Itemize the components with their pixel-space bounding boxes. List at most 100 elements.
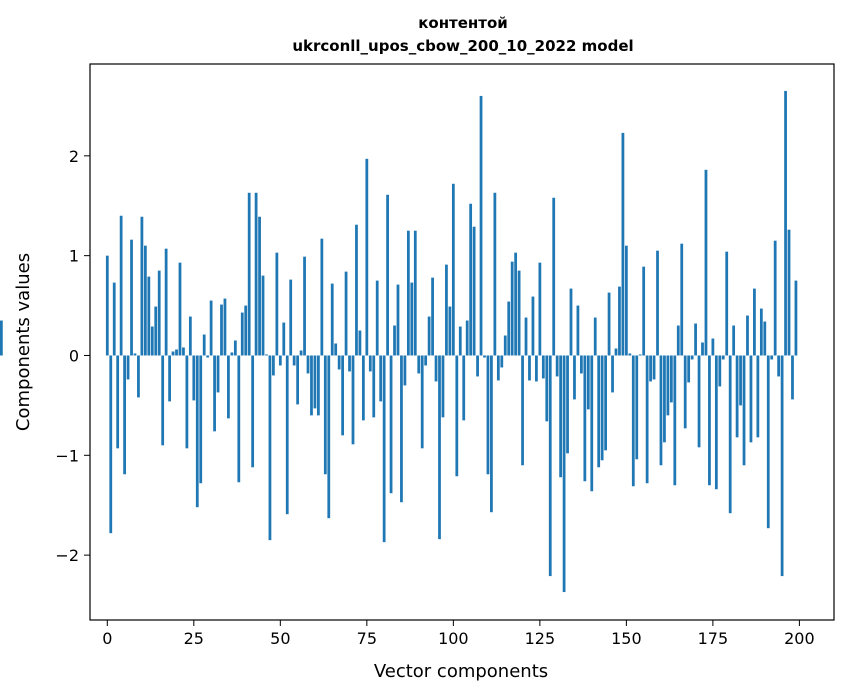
bar (427, 316, 431, 356)
bar (413, 230, 417, 356)
bar (168, 355, 171, 402)
bar (417, 355, 421, 374)
bar (278, 355, 282, 366)
bar (227, 355, 230, 419)
bar (344, 271, 348, 356)
bar (514, 252, 518, 356)
bar (465, 320, 469, 356)
bar (289, 279, 293, 356)
bar (784, 90, 787, 356)
bar (358, 330, 362, 356)
bar (721, 355, 725, 360)
bar (327, 355, 331, 519)
bar (216, 355, 220, 393)
y-tick-label: −1 (55, 446, 79, 465)
bar (614, 348, 618, 356)
bar (389, 355, 393, 494)
bar (756, 355, 760, 438)
bar (479, 95, 483, 356)
bar (445, 264, 448, 356)
bar (503, 335, 507, 356)
bar (195, 355, 199, 508)
bar (420, 355, 424, 449)
bar (569, 288, 573, 356)
bar (310, 355, 313, 416)
bar (247, 192, 251, 356)
bar (794, 280, 798, 356)
bar (368, 355, 372, 372)
bar (770, 355, 774, 360)
bar (528, 355, 531, 381)
bar (313, 355, 317, 409)
y-axis-ticks: −2 −1 0 1 2 (55, 147, 90, 565)
bar (116, 355, 120, 449)
bar (299, 350, 303, 356)
bar (458, 326, 462, 356)
bar (126, 355, 130, 380)
bar (573, 355, 576, 400)
bar (341, 355, 344, 436)
bar (244, 305, 248, 356)
bar (708, 355, 711, 486)
bar (206, 355, 210, 358)
bar (566, 355, 569, 454)
bar (493, 192, 497, 356)
bar (175, 349, 178, 356)
bar (773, 240, 777, 356)
bar (545, 355, 549, 422)
bar (164, 248, 168, 356)
bar (261, 275, 265, 356)
plot-frame (89, 63, 835, 621)
x-tick-label: 50 (270, 629, 290, 648)
bar (365, 158, 369, 356)
bar (140, 216, 144, 356)
bar (642, 266, 646, 356)
bar-series (0, 90, 798, 593)
bar (400, 355, 403, 503)
bar (379, 355, 383, 402)
bar (483, 355, 486, 358)
bar (742, 355, 746, 466)
bar (375, 280, 379, 356)
bar (725, 251, 729, 356)
bar (361, 355, 365, 421)
bar (735, 355, 739, 438)
bar (635, 355, 639, 460)
bar (728, 355, 732, 514)
bar (749, 355, 753, 443)
bar (559, 355, 563, 478)
bar (188, 316, 192, 356)
bar (403, 355, 407, 386)
bar (663, 355, 666, 443)
bar (638, 354, 642, 356)
bar (150, 326, 154, 356)
y-tick-label: −2 (55, 546, 79, 565)
bar (659, 355, 663, 466)
bar (154, 306, 158, 356)
bar (337, 355, 341, 370)
bar (541, 355, 545, 379)
bar (303, 256, 306, 356)
bar (687, 355, 691, 383)
bar (649, 355, 652, 382)
bar (199, 355, 203, 484)
bar (233, 340, 237, 356)
bar (268, 355, 272, 541)
bar (521, 355, 524, 466)
bar (185, 355, 189, 449)
bar (590, 355, 594, 492)
bar (476, 355, 479, 377)
bar (611, 355, 614, 393)
bar (434, 355, 438, 382)
bar (462, 355, 466, 421)
bar (424, 355, 428, 366)
bar (711, 338, 715, 356)
bar (507, 301, 511, 356)
bar (448, 306, 452, 356)
bar (393, 325, 396, 356)
bar (631, 355, 635, 487)
bar (621, 132, 625, 356)
bar (275, 252, 279, 356)
bar (220, 304, 223, 356)
